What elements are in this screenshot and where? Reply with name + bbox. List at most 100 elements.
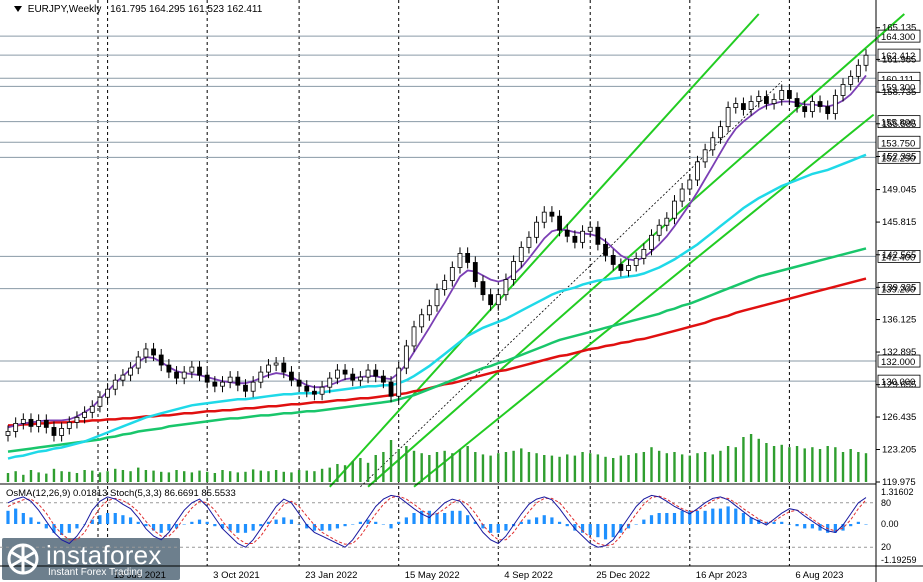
candle-body-52 bbox=[403, 345, 409, 369]
volume-bar-30 bbox=[236, 472, 240, 482]
osma-bar-40 bbox=[312, 524, 317, 531]
volume-bar-80 bbox=[619, 455, 623, 482]
osma-bar-3 bbox=[29, 517, 33, 524]
osma-bar-67 bbox=[519, 521, 523, 524]
y-tick-label-6: 145.815 bbox=[882, 217, 916, 228]
candle-body-53 bbox=[411, 326, 417, 347]
osma-bar-95 bbox=[734, 508, 738, 524]
volume-bar-52 bbox=[405, 446, 408, 482]
osma-bar-62 bbox=[481, 524, 485, 529]
candle-body-57 bbox=[442, 280, 448, 291]
candle-body-10 bbox=[82, 411, 88, 418]
x-tick-label-2: 23 Jan 2022 bbox=[305, 570, 357, 581]
candle-body-47 bbox=[365, 369, 371, 378]
candle-body-38 bbox=[296, 379, 302, 387]
osma-bar-100 bbox=[772, 521, 776, 524]
osma-bar-26 bbox=[205, 521, 209, 524]
candle-body-110 bbox=[848, 75, 854, 85]
candle-body-78 bbox=[603, 243, 608, 256]
osma-bar-78 bbox=[603, 524, 608, 540]
volume-bar-5 bbox=[45, 473, 48, 482]
osma-bar-24 bbox=[190, 521, 194, 524]
volume-bar-61 bbox=[474, 452, 477, 482]
volume-bar-36 bbox=[282, 471, 285, 482]
volume-bar-35 bbox=[274, 470, 278, 482]
osma-bar-86 bbox=[665, 513, 669, 524]
candle-body-60 bbox=[465, 253, 471, 263]
channel-middle bbox=[367, 13, 905, 488]
osma-bar-56 bbox=[435, 513, 439, 524]
volume-bar-0 bbox=[6, 473, 10, 482]
candle-body-27 bbox=[212, 381, 218, 387]
x-tick-label-3: 15 May 2022 bbox=[405, 570, 460, 581]
candle-body-49 bbox=[380, 375, 386, 383]
candle-body-84 bbox=[649, 234, 654, 250]
osma-bar-49 bbox=[381, 524, 385, 525]
candle-body-111 bbox=[855, 64, 861, 77]
candle-body-77 bbox=[595, 226, 601, 245]
candle-body-66 bbox=[511, 261, 517, 280]
volume-bar-13 bbox=[106, 471, 109, 482]
osma-bar-72 bbox=[557, 521, 562, 524]
volume-bar-28 bbox=[221, 470, 224, 482]
osma-bar-19 bbox=[151, 524, 156, 531]
volume-bar-100 bbox=[772, 446, 776, 482]
osma-bar-64 bbox=[496, 524, 500, 533]
candle-body-22 bbox=[174, 371, 179, 379]
volume-bar-88 bbox=[680, 454, 684, 482]
volume-bar-76 bbox=[589, 453, 592, 482]
ind-tick-label-1: 80 bbox=[881, 498, 891, 508]
volume-bar-63 bbox=[489, 455, 492, 482]
volume-bar-50 bbox=[389, 440, 393, 482]
volume-bar-101 bbox=[780, 444, 783, 482]
volume-bar-6 bbox=[52, 468, 56, 482]
candle-body-36 bbox=[281, 362, 287, 373]
candle-body-64 bbox=[495, 294, 501, 306]
candle-body-20 bbox=[158, 354, 164, 366]
candle-body-33 bbox=[258, 371, 264, 383]
candle-body-80 bbox=[618, 264, 624, 271]
osma-bar-37 bbox=[289, 519, 294, 524]
osma-bar-103 bbox=[795, 524, 799, 527]
candle-body-11 bbox=[89, 405, 95, 413]
volume-bar-83 bbox=[642, 452, 646, 482]
osma-bar-94 bbox=[726, 506, 730, 524]
candle-body-72 bbox=[557, 215, 562, 231]
y-tick-label-9: 136.125 bbox=[882, 315, 916, 326]
candle-body-102 bbox=[786, 90, 792, 99]
candle-body-107 bbox=[825, 106, 831, 114]
volume-bar-11 bbox=[91, 470, 94, 482]
candle-body-48 bbox=[373, 369, 379, 377]
osma-bar-73 bbox=[565, 524, 569, 527]
osma-bar-23 bbox=[182, 524, 186, 525]
volume-bar-8 bbox=[68, 471, 71, 482]
osma-bar-57 bbox=[443, 513, 447, 524]
level-label-142.400: 142.400 bbox=[881, 252, 915, 263]
volume-bar-21 bbox=[167, 472, 171, 482]
volume-bar-14 bbox=[114, 468, 117, 482]
volume-bar-112 bbox=[864, 453, 868, 482]
osma-bar-50 bbox=[389, 524, 393, 529]
volume-bar-42 bbox=[328, 467, 331, 482]
volume-bar-94 bbox=[726, 446, 730, 482]
volume-bar-62 bbox=[481, 454, 485, 482]
candle-body-54 bbox=[419, 314, 425, 328]
price-candles bbox=[5, 49, 869, 442]
level-label-159.300: 159.300 bbox=[881, 82, 915, 93]
candle-body-13 bbox=[105, 388, 110, 398]
volume-bar-84 bbox=[650, 447, 653, 482]
candle-body-96 bbox=[741, 103, 746, 110]
volume-bar-19 bbox=[152, 470, 155, 482]
level-label-160.111: 160.111 bbox=[881, 74, 914, 85]
candle-body-89 bbox=[687, 179, 693, 190]
level-label-box-152.250 bbox=[877, 150, 921, 164]
candle-body-14 bbox=[112, 379, 118, 390]
osma-bar-46 bbox=[358, 521, 362, 524]
y-tick-label-0: 165.135 bbox=[882, 23, 916, 34]
y-tick-label-7: 142.565 bbox=[882, 250, 916, 261]
level-label-164.300: 164.300 bbox=[881, 32, 915, 43]
candle-body-8 bbox=[66, 421, 72, 429]
candle-body-62 bbox=[480, 281, 486, 296]
y-tick-label-4: 152.335 bbox=[882, 151, 916, 162]
